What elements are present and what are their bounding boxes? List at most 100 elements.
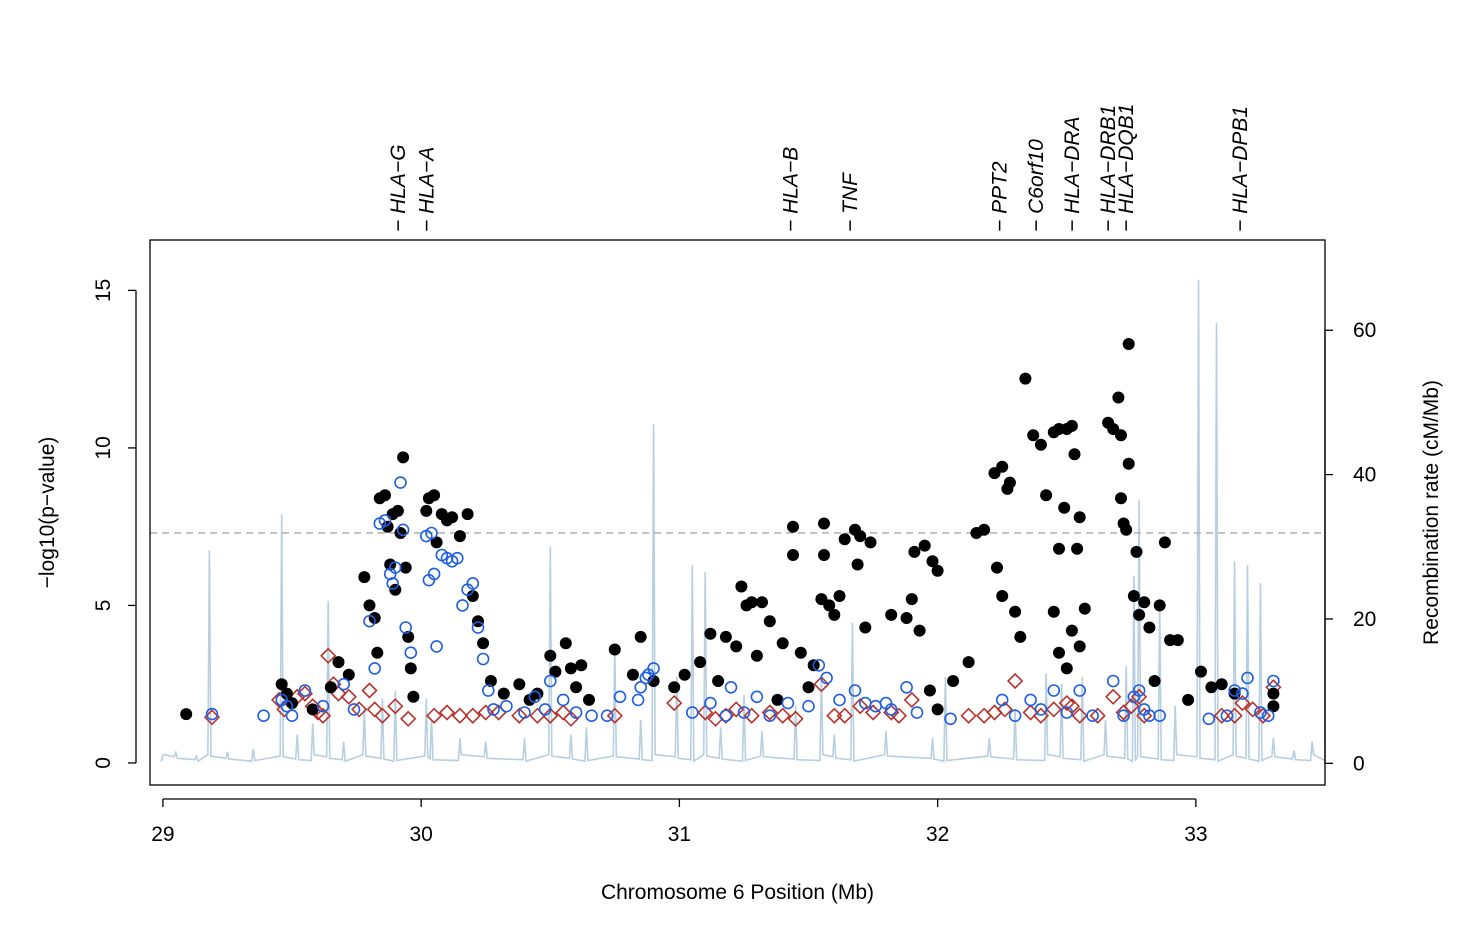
open-circle-point [1086,709,1099,723]
diamond-point [477,704,494,721]
filled-point [771,693,784,706]
gene-label: − HLA−DRA [1061,116,1084,232]
left-y-axis-label: −log10(p−value) [36,437,59,589]
open-circle-point [466,577,480,590]
diamond-point [996,701,1013,718]
diamond-point [606,707,623,724]
open-circle-point [719,709,733,723]
filled-point [1267,700,1280,713]
filled-point [1115,492,1127,505]
filled-point [430,536,443,549]
filled-point [402,630,415,643]
open-circle-point [298,684,312,697]
filled-point [342,668,355,681]
gene-label: − HLA−B [779,147,802,232]
gene-label: − HLA−G [387,144,410,232]
filled-point [1019,372,1032,385]
open-circle-point [280,699,294,713]
filled-point [407,690,420,703]
filled-point [280,687,293,700]
filled-point [404,662,417,675]
open-circle-point [394,476,407,489]
filled-point [1115,429,1127,442]
x-axis: 29 30 31 32 33 [151,798,1208,846]
diamond-point [1105,688,1122,705]
filled-point [358,571,371,584]
filled-point [559,637,572,650]
open-circle-point [1267,674,1280,688]
filled-point [363,599,376,612]
filled-point [180,708,193,721]
diamond-point [903,691,920,709]
filled-point [453,530,466,543]
open-circle-point [347,703,361,716]
diamond-point [340,688,357,705]
filled-point [497,687,510,700]
filled-point [1122,338,1135,350]
open-circle-points [205,476,1280,726]
filled-point [1027,429,1040,442]
diamond-point [813,676,830,693]
gene-label: − HLA−DRB1 [1097,105,1120,232]
filled-point [1071,542,1084,555]
open-circle-point [257,709,270,723]
diamond-point [451,707,469,724]
filled-point [1171,634,1184,647]
open-circle-point [910,706,924,719]
open-circle-point [500,699,513,713]
open-circle-point [1024,693,1037,707]
filled-point [833,590,846,602]
filled-point [1058,501,1071,514]
open-circle-point [285,709,299,723]
diamond-point [361,682,378,699]
diamond-point [697,704,714,721]
filled-point [477,637,490,650]
diamond-point [774,707,791,724]
filled-point [1158,536,1171,549]
gene-labels: − HLA−G − HLA−A − HLA−B − TNF − PPT2 − C6orf1… [387,104,1252,232]
open-circle-point [1008,709,1022,723]
open-circle-point [399,621,413,634]
open-circle-point [425,526,438,540]
open-circle-point [1060,706,1074,719]
filled-point [1065,624,1078,637]
filled-point [608,643,621,656]
filled-point [947,675,960,687]
filled-point [324,681,337,694]
open-circle-point [388,561,402,574]
filled-point [484,675,497,687]
gene-label: − PPT2 [989,161,1012,232]
filled-point [905,593,918,606]
diamond-point [666,694,683,712]
diamond-point [374,707,391,724]
diamond-point [836,707,853,724]
filled-point [913,624,926,637]
open-circle-point [456,599,469,612]
diamond-point [1058,694,1075,712]
open-circle-point [1261,709,1275,723]
filled-point [1120,523,1133,536]
filled-point [1127,590,1140,602]
right-y-axis: 0 20 40 60 [1324,319,1376,775]
diamond-point [787,710,804,727]
filled-point [859,621,872,634]
filled-point [564,662,577,675]
open-circle-point [316,699,330,713]
open-circle-point [763,709,777,723]
filled-point [1053,542,1065,555]
filled-point [828,608,841,621]
filled-point [583,693,595,706]
filled-point [900,612,913,624]
open-circle-point [205,707,219,721]
diamond-point [562,710,580,727]
open-circle-point [476,652,490,666]
x-axis-label: Chromosome 6 Position (Mb) [601,881,874,904]
filled-point [389,583,402,596]
filled-point [1060,662,1073,675]
diamond-point [542,707,559,724]
filled-point [794,646,807,659]
open-circle-point [450,551,464,565]
open-circle-point [585,709,598,723]
open-circle-point [404,646,418,660]
filled-point [991,561,1003,574]
